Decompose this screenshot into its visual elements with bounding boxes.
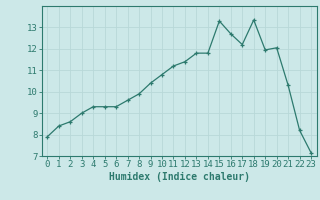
X-axis label: Humidex (Indice chaleur): Humidex (Indice chaleur) xyxy=(109,172,250,182)
